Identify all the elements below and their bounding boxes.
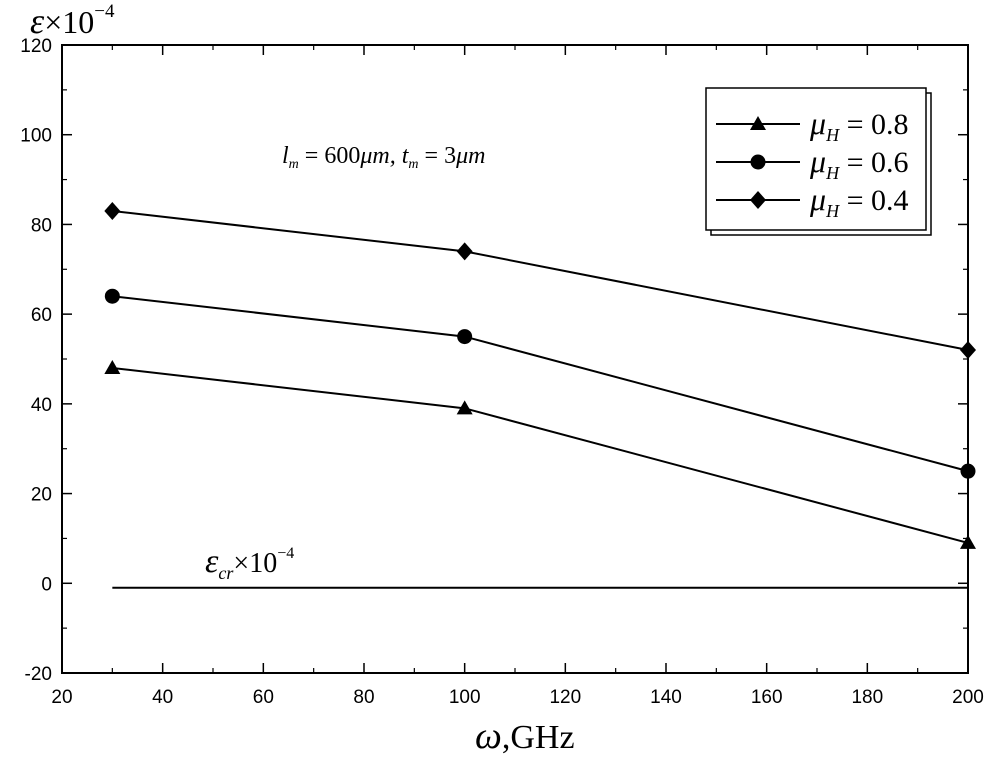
legend-subscript: H xyxy=(825,125,840,145)
legend-box xyxy=(705,87,927,231)
data-point-triangle xyxy=(104,359,121,374)
series-2 xyxy=(104,288,976,479)
legend-marker-diamond xyxy=(750,191,766,209)
annotation-m1: m, xyxy=(372,143,401,169)
x-tick-labels: 20 40 60 80 100 120 140 160 180 200 xyxy=(51,687,983,708)
y-tick-label: 20 xyxy=(31,485,52,506)
data-point-triangle xyxy=(456,400,473,415)
annotation-mu-2: μ xyxy=(455,143,468,169)
y-axis-exponent: −4 xyxy=(94,1,115,22)
annotation-l-value: = 600 xyxy=(299,143,361,169)
y-tick-label: 40 xyxy=(31,395,52,416)
legend-symbol: μ xyxy=(809,143,826,179)
critical-exponent: −4 xyxy=(277,545,294,562)
x-tick-label: 140 xyxy=(650,687,682,708)
y-axis-times: ×10 xyxy=(44,4,94,40)
legend-subscript: H xyxy=(825,201,840,221)
legend-symbol: μ xyxy=(809,105,826,141)
x-tick-label: 20 xyxy=(51,687,72,708)
y-tick-label: 60 xyxy=(31,305,52,326)
data-point-circle xyxy=(104,288,120,304)
annotation-t-symbol: t xyxy=(402,143,410,169)
x-tick-label: 60 xyxy=(253,687,274,708)
data-point-circle xyxy=(960,463,976,479)
y-tick-label: 100 xyxy=(20,126,52,147)
legend-value: = 0.4 xyxy=(839,184,908,217)
x-tick-label: 40 xyxy=(152,687,173,708)
legend-item: μH = 0.8 xyxy=(716,105,908,145)
series-1 xyxy=(104,359,976,549)
critical-strain-label: εcr×10−4 xyxy=(205,543,294,583)
legend-item: μH = 0.4 xyxy=(716,181,908,221)
x-tick-label: 100 xyxy=(449,687,481,708)
legend-label: μH = 0.6 xyxy=(809,143,908,183)
legend-item: μH = 0.6 xyxy=(716,143,908,183)
legend-subscript: H xyxy=(825,163,840,183)
annotation-l-symbol: l xyxy=(282,143,289,169)
data-point-triangle xyxy=(960,534,976,549)
x-tick-label: 160 xyxy=(751,687,783,708)
x-tick-label: 80 xyxy=(353,687,374,708)
x-axis-label: ω,GHz xyxy=(475,715,575,757)
x-axis-unit: ,GHz xyxy=(502,719,575,756)
y-axis-symbol: ε xyxy=(30,1,45,41)
x-tick-label: 180 xyxy=(851,687,883,708)
x-axis-symbol: ω xyxy=(475,715,502,757)
annotation-m2: m xyxy=(468,143,485,169)
legend-label: μH = 0.4 xyxy=(809,181,908,221)
annotation-l-sub: m xyxy=(289,157,299,172)
annotation-t-value: = 3 xyxy=(419,143,457,169)
legend-value: = 0.8 xyxy=(839,108,908,141)
x-tick-label: 200 xyxy=(952,687,984,708)
data-point-diamond xyxy=(104,201,121,220)
data-point-diamond xyxy=(456,242,473,261)
annotation-t-sub: m xyxy=(408,157,418,172)
y-tick-label: 0 xyxy=(41,574,52,595)
series-layer xyxy=(104,201,976,549)
critical-times: ×10 xyxy=(233,548,277,579)
data-point-diamond xyxy=(960,341,976,360)
legend-marker-circle xyxy=(750,154,766,170)
series-3 xyxy=(104,201,976,360)
legend: μH = 0.8μH = 0.6μH = 0.4 xyxy=(705,87,932,236)
x-tick-label: 120 xyxy=(549,687,581,708)
critical-sub: cr xyxy=(218,563,234,583)
y-tick-labels: -20 0 20 40 60 80 100 120 xyxy=(20,36,52,685)
geometry-annotation: lm = 600μm, tm = 3μm xyxy=(282,143,485,172)
legend-marker-triangle xyxy=(750,116,766,130)
legend-value: = 0.6 xyxy=(839,146,908,179)
y-axis-label: ε×10−4 xyxy=(30,1,115,41)
legend-symbol: μ xyxy=(809,181,826,217)
legend-items: μH = 0.8μH = 0.6μH = 0.4 xyxy=(716,105,908,221)
critical-symbol: ε xyxy=(205,543,219,580)
legend-label: μH = 0.8 xyxy=(809,105,908,145)
series-line xyxy=(112,366,969,544)
data-point-circle xyxy=(457,329,473,345)
y-tick-label: -20 xyxy=(25,664,52,685)
y-tick-label: 80 xyxy=(31,215,52,236)
annotation-mu-1: μ xyxy=(359,143,372,169)
y-tick-label: 120 xyxy=(20,36,52,57)
